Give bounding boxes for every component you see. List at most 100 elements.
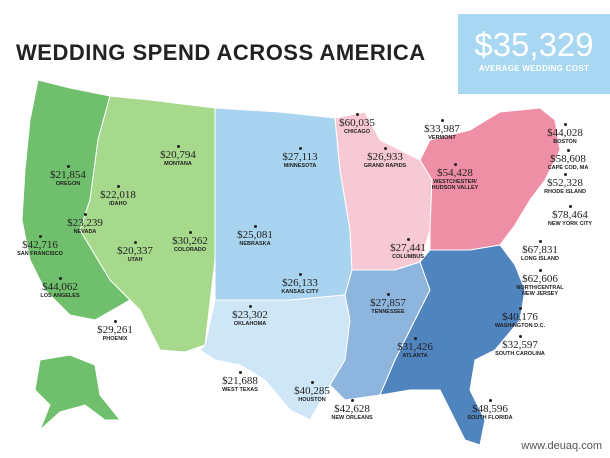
location-dot xyxy=(518,307,522,310)
location-value: $48,596 xyxy=(472,403,508,415)
location-value: $20,794 xyxy=(160,149,196,161)
location-label: $78,464 NEW YORK CITY xyxy=(540,210,600,228)
location-label: $58,608 CAPE COD, MA xyxy=(538,154,598,172)
location-dot xyxy=(350,399,354,402)
location-value: $44,062 xyxy=(42,281,78,293)
location-dot xyxy=(538,240,542,243)
stat-value: $35,329 xyxy=(474,26,594,63)
location-label: $40,176 WASHINGTON D.C. xyxy=(485,312,555,330)
location-label: $62,606 NORTH/CENTRAL NEW JERSEY xyxy=(510,274,570,297)
location-name: CAPE COD, MA xyxy=(547,165,589,171)
location-value: $32,597 xyxy=(502,339,538,351)
location-dot xyxy=(113,320,117,323)
location-name: WESTCHESTER/ HUDSON VALLEY xyxy=(431,179,479,191)
location-name: SAN FRANCISCO xyxy=(17,251,63,257)
location-label: $52,328 RHODE ISLAND xyxy=(535,178,595,196)
location-label: $29,261 PHOENIX xyxy=(85,325,145,343)
location-value: $62,606 xyxy=(522,273,558,285)
location-dot xyxy=(298,147,302,150)
title: WEDDING SPEND ACROSS AMERICA xyxy=(16,40,426,65)
location-label: $26,133 KANSAS CITY xyxy=(270,278,330,296)
location-dot xyxy=(176,145,180,148)
location-value: $31,426 xyxy=(397,341,433,353)
location-label: $31,426 ATLANTA xyxy=(390,342,440,360)
alaska xyxy=(34,354,122,431)
location-name: HOUSTON xyxy=(298,397,326,403)
location-value: $42,628 xyxy=(334,403,370,415)
location-label: $27,857 TENNESSEE xyxy=(358,298,418,316)
location-value: $30,262 xyxy=(172,235,208,247)
location-name: ATLANTA xyxy=(402,353,428,359)
location-name: LONG ISLAND xyxy=(521,256,559,262)
location-name: VERMONT xyxy=(428,135,456,141)
location-label: $22,018 IDAHO xyxy=(93,190,143,208)
location-value: $25,081 xyxy=(237,229,273,241)
location-dot xyxy=(66,165,70,168)
location-name: NEW YORK CITY xyxy=(547,221,593,227)
location-dot xyxy=(38,235,42,238)
location-label: $67,831 LONG ISLAND xyxy=(513,245,568,263)
location-name: OKLAHOMA xyxy=(233,321,267,327)
location-dot xyxy=(563,123,567,126)
location-dot xyxy=(188,231,192,234)
location-name: IDAHO xyxy=(109,201,127,207)
location-label: $21,854 OREGON xyxy=(38,170,98,188)
location-label: $42,628 NEW ORLEANS xyxy=(322,404,382,422)
location-label: $27,113 MINNESOTA xyxy=(270,152,330,170)
location-value: $33,987 xyxy=(424,123,460,135)
location-value: $23,239 xyxy=(67,217,103,229)
location-name: WASHINGTON D.C. xyxy=(494,323,546,329)
location-dot xyxy=(440,119,444,122)
location-dot xyxy=(518,335,522,338)
location-value: $42,716 xyxy=(22,239,58,251)
location-dot xyxy=(116,185,120,188)
stat-label: AVERAGE WEDDING COST xyxy=(478,64,590,73)
location-value: $60,035 xyxy=(339,117,375,129)
location-label: $42,716 SAN FRANCISCO xyxy=(10,240,70,258)
location-value: $27,857 xyxy=(370,297,406,309)
location-dot xyxy=(488,399,492,402)
location-name: LOS ANGELES xyxy=(40,293,80,299)
location-dot xyxy=(538,269,542,272)
location-dot xyxy=(413,337,417,340)
location-name: MINNESOTA xyxy=(283,163,317,169)
location-value: $22,018 xyxy=(100,189,136,201)
region-northeast xyxy=(419,107,561,251)
location-dot xyxy=(248,305,252,308)
location-name: NEBRASKA xyxy=(239,241,271,247)
location-value: $78,464 xyxy=(552,209,588,221)
location-name: COLORADO xyxy=(173,247,207,253)
location-dot xyxy=(238,371,242,374)
location-dot xyxy=(406,238,410,241)
location-value: $44,028 xyxy=(547,127,583,139)
location-name: TENNESSEE xyxy=(371,309,405,315)
location-label: $20,337 UTAH xyxy=(110,246,160,264)
location-dot xyxy=(563,173,567,176)
location-value: $26,133 xyxy=(282,277,318,289)
location-name: BOSTON xyxy=(553,139,577,145)
location-label: $32,597 SOUTH CAROLINA xyxy=(485,340,555,358)
location-name: KANSAS CITY xyxy=(281,289,319,295)
location-value: $67,831 xyxy=(522,244,558,256)
watermark: www.deuaq.com xyxy=(521,440,602,452)
location-dot xyxy=(386,293,390,296)
location-name: SOUTH FLORIDA xyxy=(467,415,513,421)
location-value: $23,302 xyxy=(232,309,268,321)
location-name: OREGON xyxy=(55,181,81,187)
location-dot xyxy=(298,273,302,276)
location-dot xyxy=(83,213,87,216)
location-value: $52,328 xyxy=(547,177,583,189)
location-value: $54,428 xyxy=(437,167,473,179)
location-label: $54,428 WESTCHESTER/ HUDSON VALLEY xyxy=(425,168,485,191)
location-value: $40,285 xyxy=(294,385,330,397)
location-name: COLUMBUS xyxy=(392,254,424,260)
location-label: $23,302 OKLAHOMA xyxy=(220,310,280,328)
location-name: MONTANA xyxy=(164,161,192,167)
location-name: WEST TEXAS xyxy=(222,387,258,393)
location-label: $25,081 NEBRASKA xyxy=(225,230,285,248)
location-value: $29,261 xyxy=(97,324,133,336)
location-value: $27,441 xyxy=(390,242,426,254)
location-dot xyxy=(566,149,570,152)
location-name: RHODE ISLAND xyxy=(544,189,586,195)
